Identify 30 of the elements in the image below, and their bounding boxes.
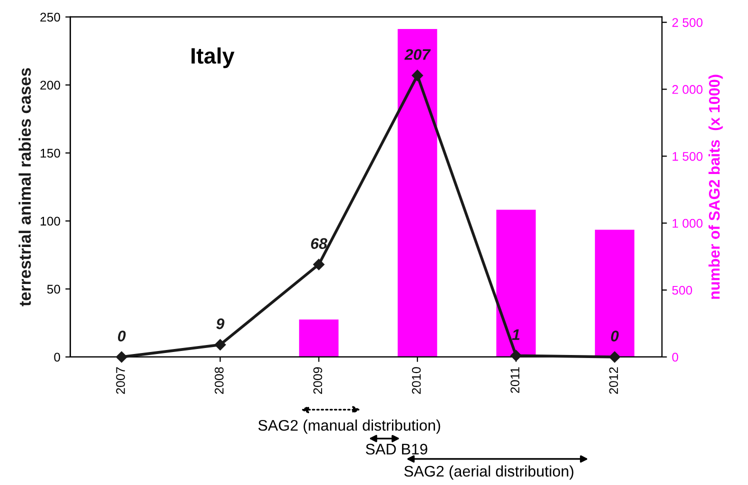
y2-tick-label: 1 500 <box>672 152 702 161</box>
y-tick-label: 50 <box>47 284 60 294</box>
y-tick-label: 100 <box>40 216 60 226</box>
y2-tick-label: 500 <box>672 286 692 295</box>
data-label: 1 <box>512 329 520 340</box>
text: SAG2 (manual distribution) <box>258 420 440 434</box>
data-label: 207 <box>404 49 431 60</box>
y2-tick-label: 0 <box>672 352 678 362</box>
y2-tick-label: 1 000 <box>672 218 702 228</box>
text: SAG2 (aerial distribution) <box>404 465 574 480</box>
text: Italy <box>192 47 234 68</box>
y-tick-label: 250 <box>40 12 60 22</box>
x-tick-label: 2009 <box>313 367 322 394</box>
text: SAD B19 <box>366 444 428 455</box>
y-tick-label: 150 <box>40 148 60 158</box>
data-label: 9 <box>216 318 224 330</box>
x-tick-label: 2012 <box>609 367 618 394</box>
y2-tick-label: 2 500 <box>672 18 702 27</box>
y-tick-label: 200 <box>40 80 60 90</box>
y2-tick-label: 2 000 <box>672 85 702 94</box>
data-label: 0 <box>118 330 126 342</box>
y-axis-title: terrestrial animal rabies cases <box>18 68 31 306</box>
y-tick-label: 0 <box>54 352 60 362</box>
x-tick-label: 2007 <box>116 367 125 394</box>
y2-axis-title: number of SAG2 baits (x 1000) <box>708 74 723 299</box>
data-label: 0 <box>611 330 619 342</box>
x-tick-label: 2011 <box>510 367 520 393</box>
data-label: 68 <box>311 238 328 249</box>
x-tick-label: 2010 <box>412 367 421 394</box>
x-tick-label: 2008 <box>214 367 224 394</box>
